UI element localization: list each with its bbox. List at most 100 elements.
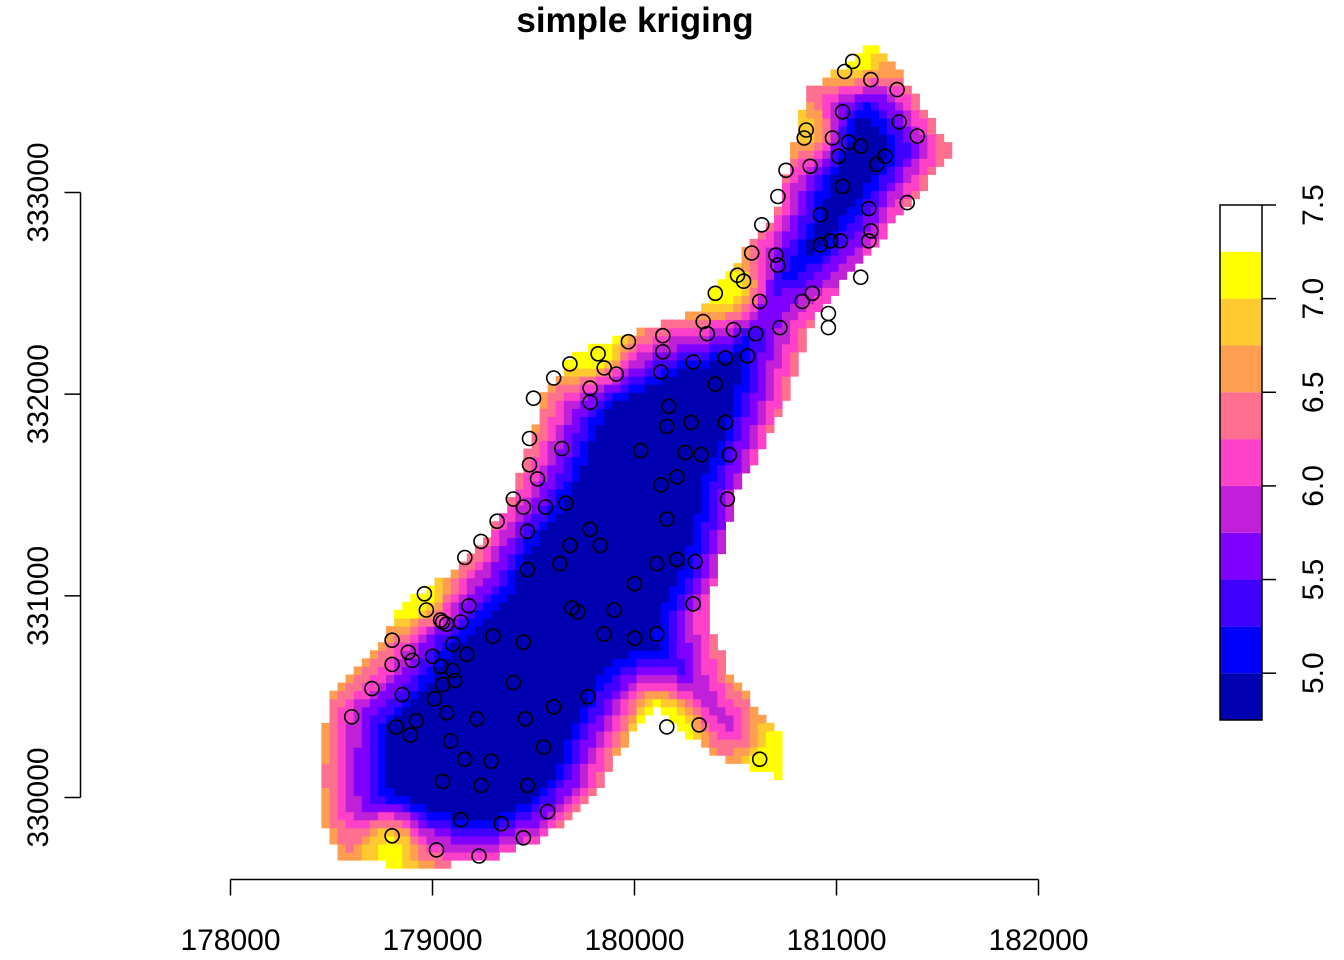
raster-cell (790, 198, 799, 208)
raster-cell (668, 545, 678, 555)
raster-cell (790, 295, 799, 305)
observation-point (404, 652, 421, 669)
raster-cell (935, 158, 945, 167)
raster-cell (806, 311, 815, 321)
observation-point (452, 811, 469, 828)
raster-cell (515, 650, 524, 659)
raster-cell (814, 238, 823, 248)
raster-cell (798, 287, 807, 296)
raster-cell (620, 706, 630, 716)
raster-cell (749, 714, 759, 724)
raster-cell (531, 448, 541, 458)
raster-cell (814, 93, 823, 103)
raster-cell (652, 367, 662, 377)
raster-cell (668, 392, 678, 401)
raster-cell (870, 198, 880, 208)
raster-cell (685, 472, 694, 482)
raster-cell (491, 843, 500, 853)
raster-cell (765, 730, 775, 740)
raster-cell (563, 650, 573, 659)
raster-cell (717, 521, 726, 530)
raster-cell (596, 739, 605, 748)
raster-cell (919, 174, 928, 184)
raster-cell (547, 480, 557, 490)
raster-cell (547, 634, 557, 643)
raster-cell (668, 682, 678, 692)
raster-cell (483, 642, 492, 651)
observation-point (535, 739, 552, 755)
raster-cell (499, 803, 508, 813)
raster-cell (539, 771, 549, 780)
raster-cell (555, 432, 565, 442)
raster-cell (628, 505, 638, 514)
raster-cell (418, 634, 428, 643)
y-tick-label: 332000 (22, 344, 55, 444)
raster-cell (935, 150, 945, 159)
raster-cell (571, 521, 581, 530)
raster-cell (733, 311, 743, 321)
observation-point (719, 491, 736, 507)
raster-cell (717, 714, 726, 724)
observation-point (458, 646, 475, 663)
raster-cell (531, 706, 541, 716)
raster-cell (781, 190, 791, 200)
raster-cell (773, 279, 783, 288)
observation-point (729, 267, 746, 284)
legend-tick-label: 7.0 (1297, 278, 1330, 320)
raster-cell (927, 125, 937, 135)
raster-cell (579, 593, 589, 603)
raster-cell (523, 537, 533, 547)
raster-cell (531, 472, 541, 482)
raster-cell (410, 755, 419, 764)
raster-cell (353, 827, 363, 837)
raster-cell (717, 456, 726, 466)
raster-cell (620, 400, 630, 409)
observation-point (562, 356, 578, 372)
raster-cell (588, 561, 597, 571)
raster-cell (790, 174, 799, 184)
raster-cell (652, 513, 662, 522)
raster-cell (709, 472, 718, 482)
raster-cell (402, 795, 411, 805)
raster-cell (579, 505, 589, 514)
raster-cell (499, 537, 508, 547)
raster-cell (717, 513, 726, 522)
raster-cell (402, 658, 411, 668)
raster-cell (790, 222, 799, 232)
raster-cell (523, 779, 533, 789)
raster-cell (571, 376, 581, 385)
raster-cell (588, 787, 597, 797)
raster-cell (474, 553, 484, 563)
raster-cell (507, 650, 516, 659)
raster-cell (612, 505, 621, 514)
raster-cell (765, 327, 775, 337)
raster-cell (377, 811, 387, 821)
raster-cell (450, 658, 460, 668)
raster-cell (903, 150, 912, 159)
raster-cell (458, 698, 468, 708)
raster-cell (895, 206, 904, 216)
raster-cell (668, 488, 678, 498)
raster-cell (483, 714, 492, 724)
raster-cell (386, 626, 395, 635)
raster-cell (620, 553, 630, 563)
raster-cell (660, 529, 670, 538)
raster-cell (660, 553, 670, 563)
raster-cell (588, 585, 597, 595)
raster-cell (507, 811, 516, 821)
raster-cell (660, 456, 670, 466)
raster-cell (676, 666, 686, 676)
raster-cell (515, 488, 524, 498)
observation-point (687, 553, 703, 570)
raster-cell (838, 101, 848, 111)
raster-cell (353, 803, 363, 813)
observation-point (693, 446, 710, 463)
raster-cell (353, 698, 363, 708)
raster-cell (701, 351, 710, 361)
raster-cell (523, 609, 533, 619)
observation-point (590, 345, 606, 362)
raster-cell (555, 819, 565, 829)
raster-cell (563, 771, 573, 780)
raster-cell (927, 142, 937, 151)
raster-cell (466, 819, 476, 829)
